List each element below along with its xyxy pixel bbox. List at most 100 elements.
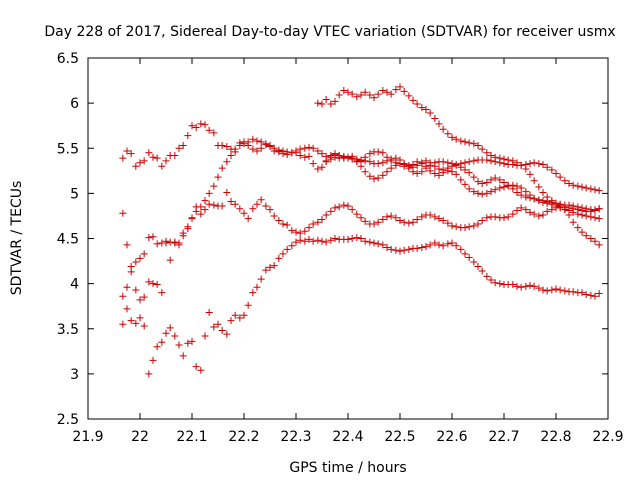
data-point xyxy=(491,279,499,287)
data-point xyxy=(374,90,382,98)
data-point xyxy=(145,234,153,242)
data-point xyxy=(548,206,556,214)
data-point xyxy=(426,109,434,117)
data-point xyxy=(162,329,170,337)
data-point xyxy=(158,289,166,297)
data-point xyxy=(457,163,465,171)
data-point xyxy=(175,144,183,152)
data-point xyxy=(548,198,556,206)
x-tick-label: 22.9 xyxy=(592,429,623,445)
data-point xyxy=(353,157,361,165)
data-point xyxy=(595,241,603,249)
data-point xyxy=(327,207,335,215)
data-point xyxy=(305,224,313,232)
data-point xyxy=(153,343,161,351)
data-point xyxy=(587,185,595,193)
data-point xyxy=(136,314,144,322)
data-point xyxy=(504,181,512,189)
data-point xyxy=(595,215,603,223)
data-point xyxy=(422,105,430,113)
data-point xyxy=(413,216,421,224)
data-point xyxy=(413,100,421,108)
data-point xyxy=(478,179,486,187)
data-point xyxy=(452,161,460,169)
data-point xyxy=(162,237,170,245)
data-point xyxy=(413,170,421,178)
data-point xyxy=(435,215,443,223)
data-point xyxy=(262,266,270,274)
data-point xyxy=(275,146,283,154)
data-point xyxy=(422,157,430,165)
data-point xyxy=(431,114,439,122)
data-point xyxy=(379,171,387,179)
x-tick-label: 22.1 xyxy=(176,429,207,445)
data-point xyxy=(374,174,382,182)
data-point xyxy=(496,154,504,162)
data-point xyxy=(582,290,590,298)
data-point xyxy=(513,182,521,190)
data-point xyxy=(327,236,335,244)
data-point xyxy=(578,289,586,297)
data-point xyxy=(357,91,365,99)
data-point xyxy=(435,171,443,179)
data-point xyxy=(283,245,291,253)
data-point xyxy=(305,152,313,160)
data-point xyxy=(565,179,573,187)
data-point xyxy=(578,183,586,191)
data-point xyxy=(366,238,374,246)
data-point xyxy=(474,142,482,150)
data-point xyxy=(119,209,127,217)
data-point xyxy=(452,135,460,143)
data-point xyxy=(522,282,530,290)
data-point xyxy=(145,278,153,286)
data-point xyxy=(197,210,205,218)
y-tick-label: 3.5 xyxy=(57,322,79,338)
data-point xyxy=(218,202,226,210)
data-point xyxy=(249,205,257,213)
data-point xyxy=(509,157,517,165)
data-point xyxy=(123,147,131,155)
data-point xyxy=(418,168,426,176)
data-point xyxy=(318,237,326,245)
data-point xyxy=(249,145,257,153)
data-point xyxy=(301,153,309,161)
data-point xyxy=(309,144,317,152)
data-point xyxy=(205,200,213,208)
data-point xyxy=(461,166,469,174)
data-point xyxy=(366,150,374,158)
data-point xyxy=(218,142,226,150)
data-point xyxy=(127,317,135,325)
data-point xyxy=(344,202,352,210)
data-point xyxy=(257,196,265,204)
data-point xyxy=(400,246,408,254)
data-point xyxy=(431,170,439,178)
data-point xyxy=(517,283,525,291)
data-point xyxy=(283,221,291,229)
data-point xyxy=(539,160,547,168)
x-tick-label: 22.3 xyxy=(280,429,311,445)
data-point xyxy=(556,173,564,181)
data-point xyxy=(123,283,131,291)
data-point xyxy=(296,229,304,237)
data-point xyxy=(374,148,382,156)
plot-area xyxy=(119,83,603,378)
data-point xyxy=(435,241,443,249)
data-point xyxy=(465,253,473,261)
data-point xyxy=(582,232,590,240)
data-point xyxy=(210,323,218,331)
data-point xyxy=(119,154,127,162)
data-point xyxy=(231,311,239,319)
data-point xyxy=(296,145,304,153)
data-point xyxy=(179,232,187,240)
data-point xyxy=(439,242,447,250)
data-point xyxy=(565,211,573,219)
data-point xyxy=(513,282,521,290)
data-point xyxy=(171,239,179,247)
y-tick-label: 3 xyxy=(70,367,79,383)
data-point xyxy=(530,282,538,290)
data-point xyxy=(305,235,313,243)
data-point xyxy=(140,250,148,258)
data-point xyxy=(201,197,209,205)
data-point xyxy=(439,166,447,174)
data-point xyxy=(361,168,369,176)
